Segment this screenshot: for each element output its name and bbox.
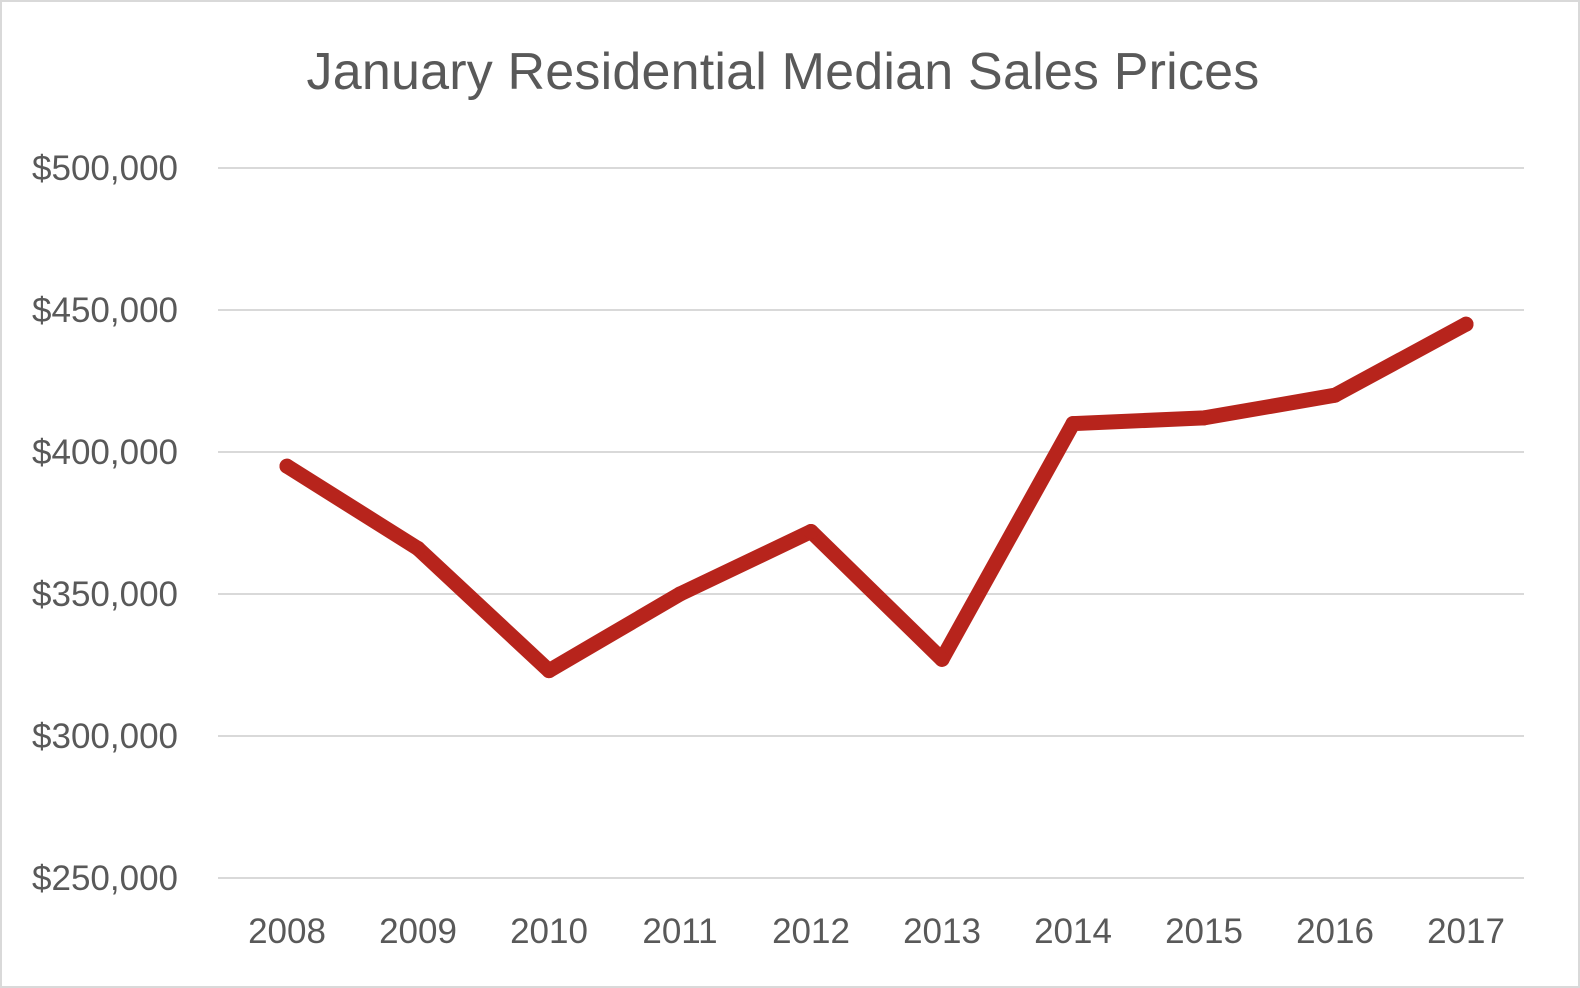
y-tick-label: $400,000 bbox=[32, 433, 178, 472]
x-tick-label: 2014 bbox=[1034, 912, 1112, 951]
data-point bbox=[1327, 387, 1343, 403]
data-point bbox=[1196, 410, 1212, 426]
data-point bbox=[803, 524, 819, 540]
series-line bbox=[279, 316, 1474, 679]
x-tick-label: 2017 bbox=[1427, 912, 1505, 951]
x-tick-label: 2011 bbox=[642, 912, 717, 951]
y-tick-label: $350,000 bbox=[32, 575, 178, 614]
chart-title: January Residential Median Sales Prices bbox=[306, 43, 1260, 101]
data-point bbox=[541, 663, 557, 679]
x-axis-tick-labels: 2008 2009 2010 2011 2012 2013 2014 2015 2016 2017 bbox=[248, 912, 1505, 951]
y-axis-tick-labels: $250,000 $300,000 $350,000 $400,000 $450,000… bbox=[32, 149, 178, 898]
x-tick-label: 2009 bbox=[379, 912, 457, 951]
x-tick-label: 2015 bbox=[1165, 912, 1243, 951]
x-tick-label: 2013 bbox=[903, 912, 981, 951]
x-tick-label: 2008 bbox=[248, 912, 326, 951]
y-tick-label: $500,000 bbox=[32, 149, 178, 188]
y-tick-label: $250,000 bbox=[32, 859, 178, 898]
data-point bbox=[1065, 416, 1081, 432]
data-point bbox=[410, 541, 426, 557]
data-point bbox=[934, 651, 950, 667]
data-point bbox=[1458, 316, 1474, 332]
data-point bbox=[672, 586, 688, 602]
x-tick-label: 2012 bbox=[772, 912, 850, 951]
gridlines bbox=[218, 167, 1524, 879]
x-tick-label: 2010 bbox=[510, 912, 588, 951]
y-tick-label: $300,000 bbox=[32, 717, 178, 756]
data-point bbox=[279, 458, 295, 474]
x-tick-label: 2016 bbox=[1296, 912, 1374, 951]
y-tick-label: $450,000 bbox=[32, 291, 178, 330]
series-group bbox=[279, 316, 1474, 679]
